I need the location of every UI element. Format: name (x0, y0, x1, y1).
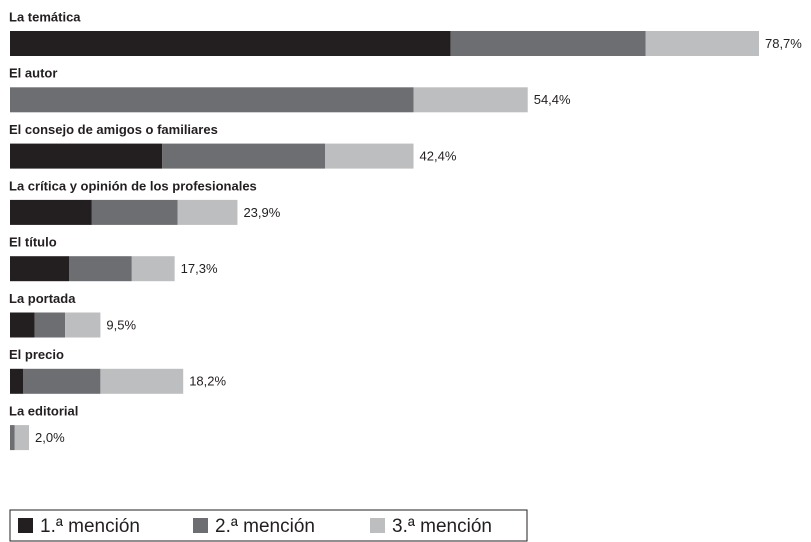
total-label: 17,3% (181, 261, 218, 276)
bar-segment (10, 368, 24, 394)
legend-label: 1.ª mención (40, 516, 140, 537)
total-label: 42,4% (420, 149, 457, 164)
total-label: 18,2% (189, 374, 226, 389)
bar-segment (413, 87, 528, 113)
legend-swatch (370, 518, 385, 533)
bar-segment (23, 368, 101, 394)
bar-segment (10, 425, 15, 451)
bar-segment (69, 256, 132, 282)
bar-segment (100, 368, 184, 394)
total-label: 9,5% (106, 317, 136, 332)
legend-swatch (193, 518, 208, 533)
bar-segment (325, 143, 414, 169)
bar-segment (177, 199, 238, 225)
bar-segment (91, 199, 178, 225)
legend-label: 2.ª mención (215, 516, 315, 537)
bar-segment (10, 143, 163, 169)
bar-segment (131, 256, 175, 282)
category-label: El precio (9, 347, 64, 362)
bar-segment (645, 31, 759, 56)
total-label: 2,0% (35, 430, 65, 445)
bar-segment (34, 312, 66, 338)
category-label: El autor (9, 66, 57, 81)
legend-box (9, 509, 528, 542)
total-label: 78,7% (765, 36, 802, 51)
bar-segment (65, 312, 101, 338)
legend-label: 3.ª mención (392, 516, 492, 537)
category-label: El consejo de amigos o familiares (9, 122, 218, 137)
bar-segment (162, 143, 326, 169)
bar-segment (10, 87, 414, 113)
category-label: La editorial (9, 404, 78, 419)
legend-swatch (18, 518, 33, 533)
bar-segment (10, 199, 92, 225)
bar-segment (10, 312, 35, 338)
category-label: La portada (9, 291, 76, 306)
bar-segment (10, 256, 70, 282)
category-label: La crítica y opinión de los profesionale… (9, 178, 257, 193)
total-label: 23,9% (243, 205, 280, 220)
category-label: El título (9, 235, 57, 250)
category-label: La temática (9, 9, 81, 24)
total-label: 54,4% (534, 92, 571, 107)
bar-segment (14, 425, 30, 451)
bar-segment (450, 31, 646, 56)
bar-segment (10, 31, 451, 56)
